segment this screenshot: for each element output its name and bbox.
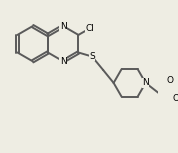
Text: Cl: Cl bbox=[85, 24, 94, 33]
Text: N: N bbox=[60, 22, 67, 31]
Text: O: O bbox=[172, 94, 178, 103]
Text: N: N bbox=[60, 57, 67, 66]
Text: O: O bbox=[167, 76, 174, 85]
Text: N: N bbox=[142, 78, 149, 87]
Text: S: S bbox=[89, 52, 95, 61]
